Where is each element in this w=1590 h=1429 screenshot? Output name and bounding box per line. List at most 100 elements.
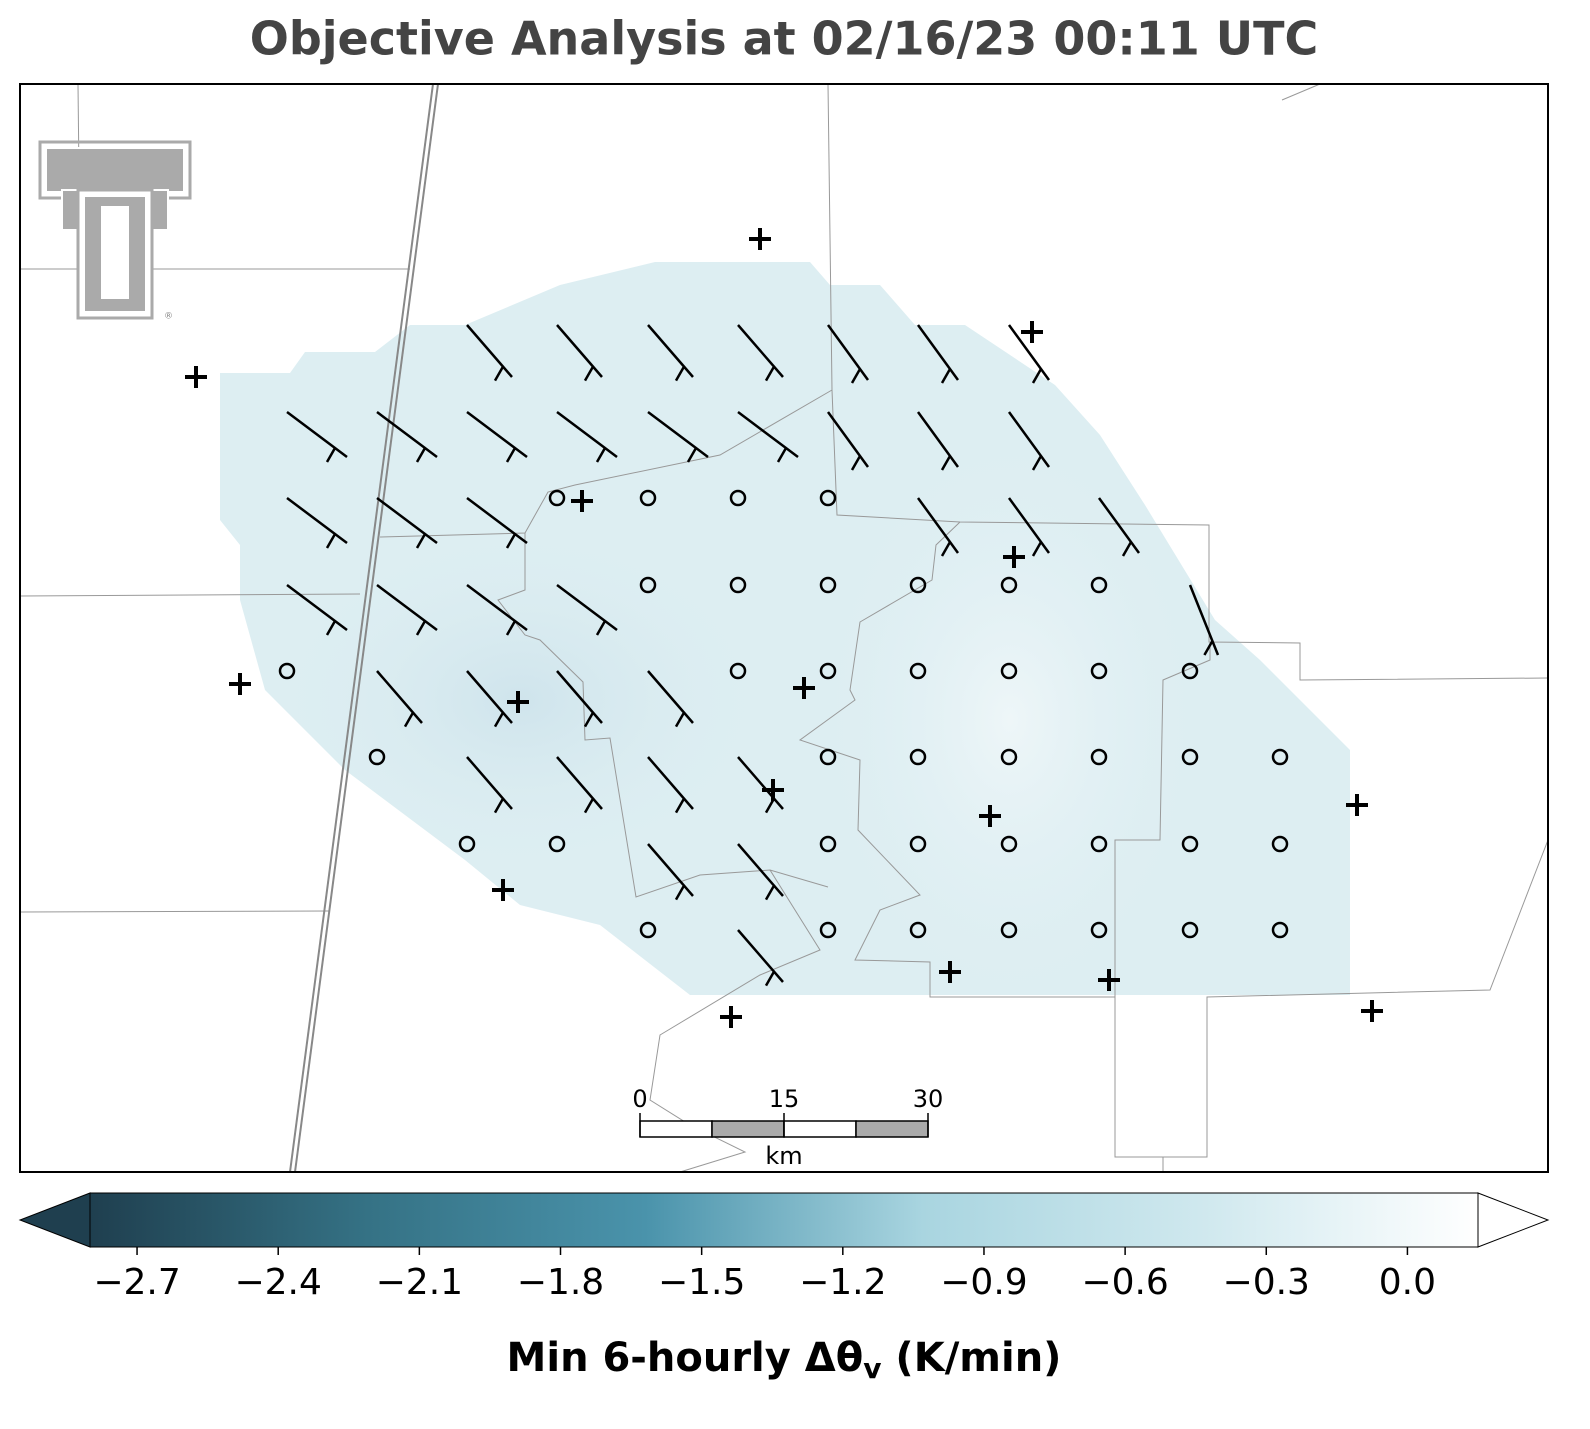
wind-barb: [556, 756, 603, 814]
calm-station: [1181, 835, 1199, 853]
wind-barb: [556, 411, 618, 463]
site-marker: [229, 673, 251, 695]
calm-station: [639, 489, 657, 507]
site-marker: [720, 1006, 742, 1028]
calm-station: [1090, 662, 1108, 680]
colorbar-extend-low: [18, 1192, 91, 1248]
wind-barb: [737, 411, 799, 463]
calm-station: [1271, 835, 1289, 853]
colorbar-tick-label: −2.4: [234, 1262, 321, 1303]
analysis-field: [220, 262, 1350, 995]
calm-station: [729, 489, 747, 507]
wind-barb: [286, 584, 348, 636]
site-marker: [1098, 969, 1120, 991]
mesonet-sites: [185, 228, 1383, 1028]
scale-label: 30: [913, 1085, 944, 1113]
wind-barb: [466, 670, 513, 728]
calm-station: [1090, 921, 1108, 939]
colorbar-tick-label: −0.9: [940, 1262, 1027, 1303]
wind-barb: [376, 497, 438, 549]
calm-station: [729, 662, 747, 680]
wind-barb: [286, 411, 348, 463]
logo: ®: [38, 140, 192, 322]
wind-barb: [916, 324, 960, 384]
wind-barb: [916, 497, 960, 557]
calm-station: [368, 748, 386, 766]
site-marker: [979, 805, 1001, 827]
calm-station: [909, 662, 927, 680]
calm-station: [1000, 662, 1018, 680]
calm-station: [819, 748, 837, 766]
title: Objective Analysis at 02/16/23 00:11 UTC: [250, 12, 1319, 66]
scale-bar: 0 15 30 km: [632, 1085, 943, 1170]
calm-station: [819, 835, 837, 853]
wind-barb: [286, 497, 348, 549]
wind-barb: [1097, 497, 1141, 557]
calm-station: [1090, 748, 1108, 766]
scale-unit: km: [765, 1142, 802, 1170]
wind-barb: [826, 411, 870, 471]
site-marker: [507, 691, 529, 713]
scale-label: 0: [632, 1085, 647, 1113]
colorbar-tick-label: −1.2: [799, 1262, 886, 1303]
wind-barb: [737, 929, 784, 987]
scale-segment: [855, 1120, 929, 1138]
wind-barb: [647, 843, 694, 901]
scale-label: 15: [769, 1085, 800, 1113]
colorbar-extend-high: [1477, 1192, 1550, 1248]
calm-station: [819, 489, 837, 507]
calm-station: [819, 662, 837, 680]
site-marker: [1021, 321, 1043, 343]
calm-station: [548, 835, 566, 853]
scale-segment: [639, 1120, 713, 1138]
calm-station: [1090, 835, 1108, 853]
calm-station: [1000, 921, 1018, 939]
calm-station: [1000, 748, 1018, 766]
map-frame: [19, 83, 1549, 1173]
calm-station: [1090, 576, 1108, 594]
colorbar-label: Min 6-hourly Δθv (K/min): [507, 1335, 1062, 1385]
wind-barb: [647, 756, 694, 814]
colorbar-tick-label: −2.7: [93, 1262, 180, 1303]
calm-station: [639, 921, 657, 939]
wind-barb: [916, 411, 960, 471]
wind-barb: [737, 843, 784, 901]
calm-station: [1181, 921, 1199, 939]
colorbar-tick-label: −2.1: [376, 1262, 463, 1303]
calm-station: [909, 748, 927, 766]
colorbar-tick-label: −0.3: [1223, 1262, 1310, 1303]
site-marker: [1346, 794, 1368, 816]
wind-barb: [466, 584, 528, 636]
wind-barb: [466, 497, 528, 549]
calm-station: [1271, 921, 1289, 939]
colorbar-tick-label: −1.5: [658, 1262, 745, 1303]
calm-station: [819, 921, 837, 939]
scale-segment: [711, 1120, 785, 1138]
site-marker: [492, 879, 514, 901]
wind-barb: [737, 324, 784, 382]
colorbar-tick-label: −0.6: [1081, 1262, 1168, 1303]
wind-barb: [647, 411, 709, 463]
wind-barb: [1007, 324, 1051, 384]
calm-station: [729, 576, 747, 594]
site-marker: [939, 961, 961, 983]
scale-segment: [783, 1120, 857, 1138]
calm-station: [1181, 748, 1199, 766]
wind-barb: [556, 324, 603, 382]
wind-barb: [1007, 497, 1051, 557]
colorbar-tick-label: 0.0: [1379, 1262, 1436, 1303]
label-sub: v: [863, 1352, 881, 1385]
calm-station: [909, 835, 927, 853]
calm-station: [1271, 748, 1289, 766]
site-marker: [571, 490, 593, 512]
calm-station: [278, 662, 296, 680]
wind-barb: [647, 670, 694, 728]
calm-station: [1000, 835, 1018, 853]
calm-station: [1000, 576, 1018, 594]
site-marker: [749, 228, 771, 250]
wind-barb: [466, 324, 513, 382]
wind-barb: [1007, 411, 1051, 471]
wind-barb: [376, 670, 423, 728]
wind-barb: [466, 411, 528, 463]
calm-station: [819, 576, 837, 594]
